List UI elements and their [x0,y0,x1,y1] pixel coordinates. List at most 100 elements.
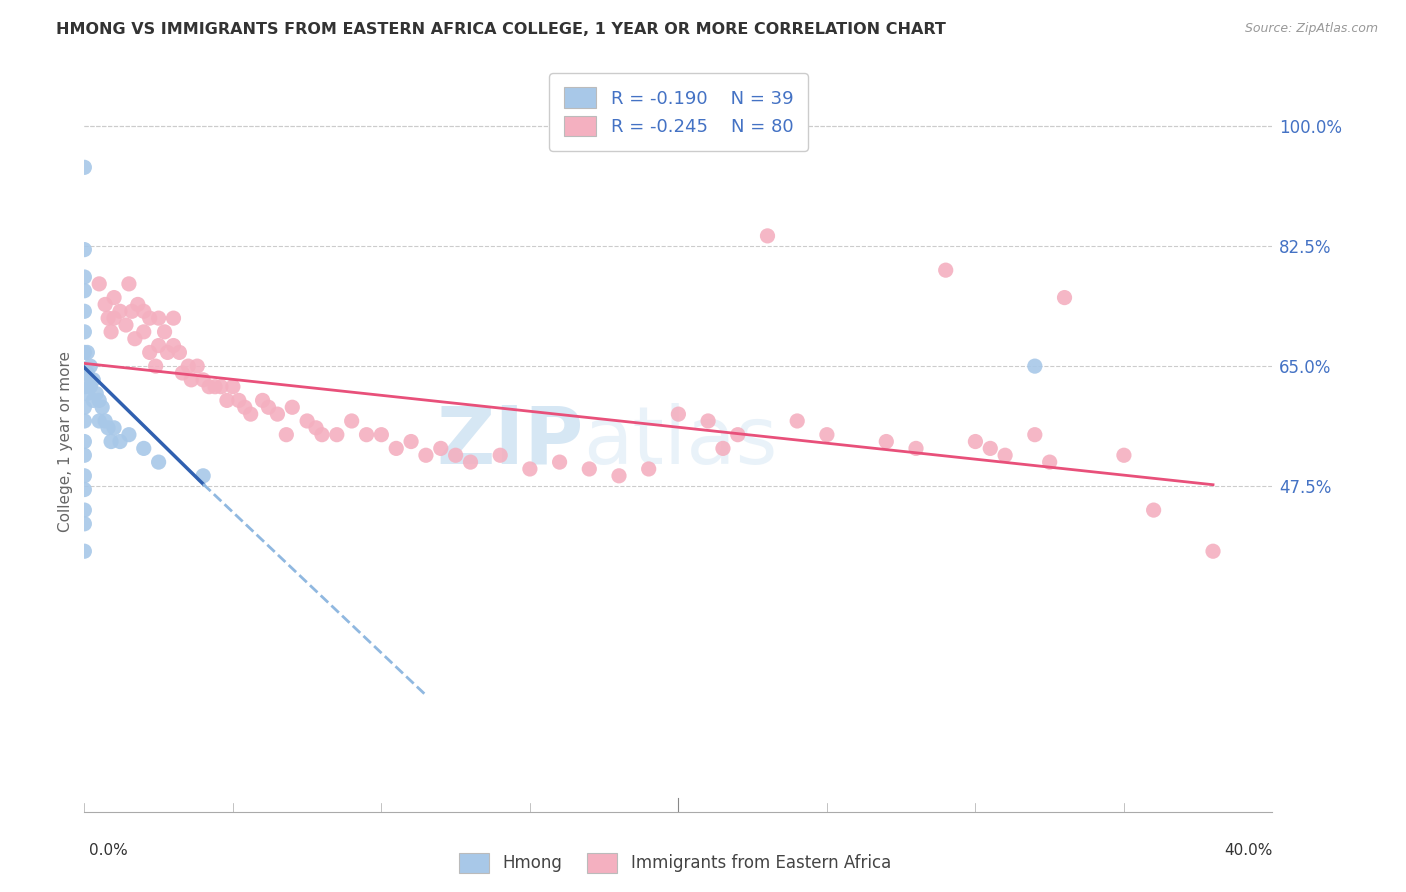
Text: HMONG VS IMMIGRANTS FROM EASTERN AFRICA COLLEGE, 1 YEAR OR MORE CORRELATION CHAR: HMONG VS IMMIGRANTS FROM EASTERN AFRICA … [56,22,946,37]
Point [73,401,96,415]
Point [1143,503,1166,517]
Point [215,393,238,408]
Point [73,304,96,318]
Point [460,455,482,469]
Point [84,386,107,401]
Point [118,277,141,291]
Point [222,380,245,394]
Point [519,462,541,476]
Point [91,401,114,415]
Point [89,414,111,428]
Point [153,325,176,339]
Point [132,325,155,339]
Point [266,407,288,421]
Point [73,243,96,257]
Point [73,414,96,428]
Point [73,161,96,175]
Point [257,401,280,415]
Point [1024,427,1046,442]
Point [191,468,215,483]
Point [76,345,98,359]
Text: atlas: atlas [583,402,778,481]
Text: 40.0%: 40.0% [1225,843,1272,858]
Point [73,434,96,449]
Point [132,304,155,318]
Point [1202,544,1225,558]
Point [138,345,160,359]
Point [162,311,184,326]
Point [607,468,630,483]
Point [132,442,155,456]
Point [97,421,120,435]
Point [76,366,98,380]
Point [875,434,897,449]
Point [326,427,349,442]
Point [311,427,333,442]
Point [73,544,96,558]
Point [668,407,690,421]
Point [489,448,512,462]
Point [281,401,304,415]
Point [1053,291,1076,305]
Point [385,442,408,456]
Point [103,421,125,435]
Point [73,366,96,380]
Point [94,414,117,428]
Point [79,359,101,373]
Point [100,434,122,449]
Point [76,386,98,401]
Point [148,338,170,352]
Point [124,332,146,346]
Y-axis label: College, 1 year or more: College, 1 year or more [58,351,73,532]
Point [204,380,226,394]
Legend: R = -0.190    N = 39, R = -0.245    N = 80: R = -0.190 N = 39, R = -0.245 N = 80 [550,73,807,151]
Point [198,380,221,394]
Point [228,393,250,408]
Point [340,414,363,428]
Point [370,427,392,442]
Point [430,442,453,456]
Point [73,284,96,298]
Point [97,311,120,326]
Point [756,228,779,243]
Point [103,291,125,305]
Point [169,345,191,359]
Point [103,311,125,326]
Point [145,359,167,373]
Point [73,345,96,359]
Point [1024,359,1046,373]
Point [172,366,194,380]
Point [115,318,138,332]
Point [118,427,141,442]
Point [148,311,170,326]
Point [162,338,184,352]
Point [73,325,96,339]
Point [295,414,318,428]
Point [73,483,96,497]
Point [276,427,298,442]
Point [548,455,571,469]
Point [138,311,160,326]
Point [209,380,232,394]
Point [965,434,987,449]
Point [239,407,262,421]
Point [100,325,122,339]
Point [89,393,111,408]
Point [711,442,734,456]
Point [1112,448,1135,462]
Text: 0.0%: 0.0% [89,843,128,858]
Point [191,373,215,387]
Point [727,427,749,442]
Point [82,393,104,408]
Point [233,401,256,415]
Point [786,414,808,428]
Point [697,414,720,428]
Point [89,277,111,291]
Point [905,442,928,456]
Text: ZIP: ZIP [436,402,583,481]
Point [73,468,96,483]
Point [815,427,838,442]
Point [180,373,202,387]
Point [578,462,600,476]
Point [305,421,328,435]
